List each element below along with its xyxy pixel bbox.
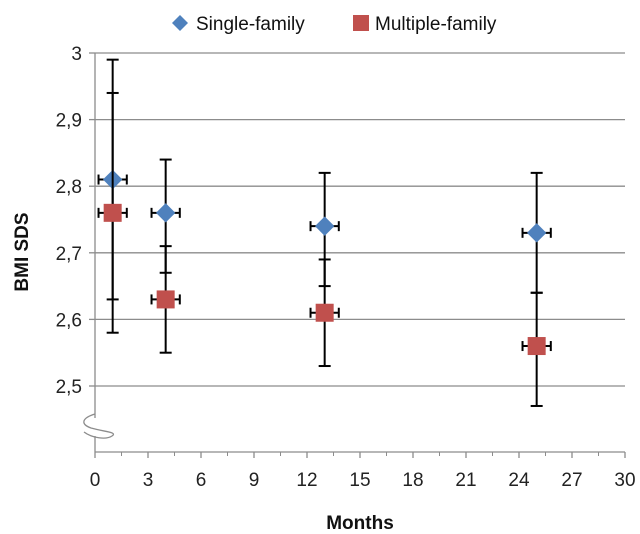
legend: Single-family Multiple-family: [172, 14, 497, 35]
x-tick-label: 6: [196, 470, 207, 491]
x-tick-label: 0: [90, 470, 101, 491]
legend-marker-square: [353, 15, 369, 31]
legend-label: Single-family: [196, 14, 305, 35]
data-point-square: [315, 303, 334, 322]
x-tick-label: 15: [349, 470, 370, 491]
data-point-square: [527, 337, 546, 356]
x-tick-label: 18: [402, 470, 423, 491]
y-tick-label: 2,6: [56, 310, 82, 331]
y-tick-label: 2,7: [56, 244, 82, 265]
tick-labels: 2,52,62,72,82,930 3 6 9 12 15 18 21 24 27 30: [56, 44, 636, 491]
data-point-diamond: [155, 203, 176, 223]
x-tick-label: 9: [249, 470, 260, 491]
data-point-square: [103, 203, 122, 222]
data-point-diamond: [526, 223, 547, 243]
data-point-diamond: [314, 216, 335, 236]
series-multiple-family: [97, 91, 552, 407]
x-tick-label: 24: [508, 470, 530, 491]
legend-marker-diamond: [172, 15, 188, 31]
y-tick-label: 2,8: [56, 177, 82, 198]
data-point-square: [156, 290, 175, 309]
y-tick-label: 2,5: [56, 377, 82, 398]
x-tick-label: 12: [296, 470, 317, 491]
y-tick-label: 3: [71, 44, 82, 65]
x-tick-label: 3: [143, 470, 154, 491]
axes: [83, 52, 626, 458]
grid-lines: [95, 52, 625, 387]
x-tick-label: 21: [455, 470, 476, 491]
y-tick-label: 2,9: [56, 111, 82, 132]
x-tick-label: 27: [561, 470, 582, 491]
legend-label: Multiple-family: [375, 14, 497, 35]
data-series: [97, 58, 552, 407]
x-axis-title: Months: [326, 513, 394, 534]
x-tick-label: 30: [614, 470, 635, 491]
axis-break-mark: [83, 413, 115, 439]
y-axis-title: BMI SDS: [12, 212, 33, 291]
